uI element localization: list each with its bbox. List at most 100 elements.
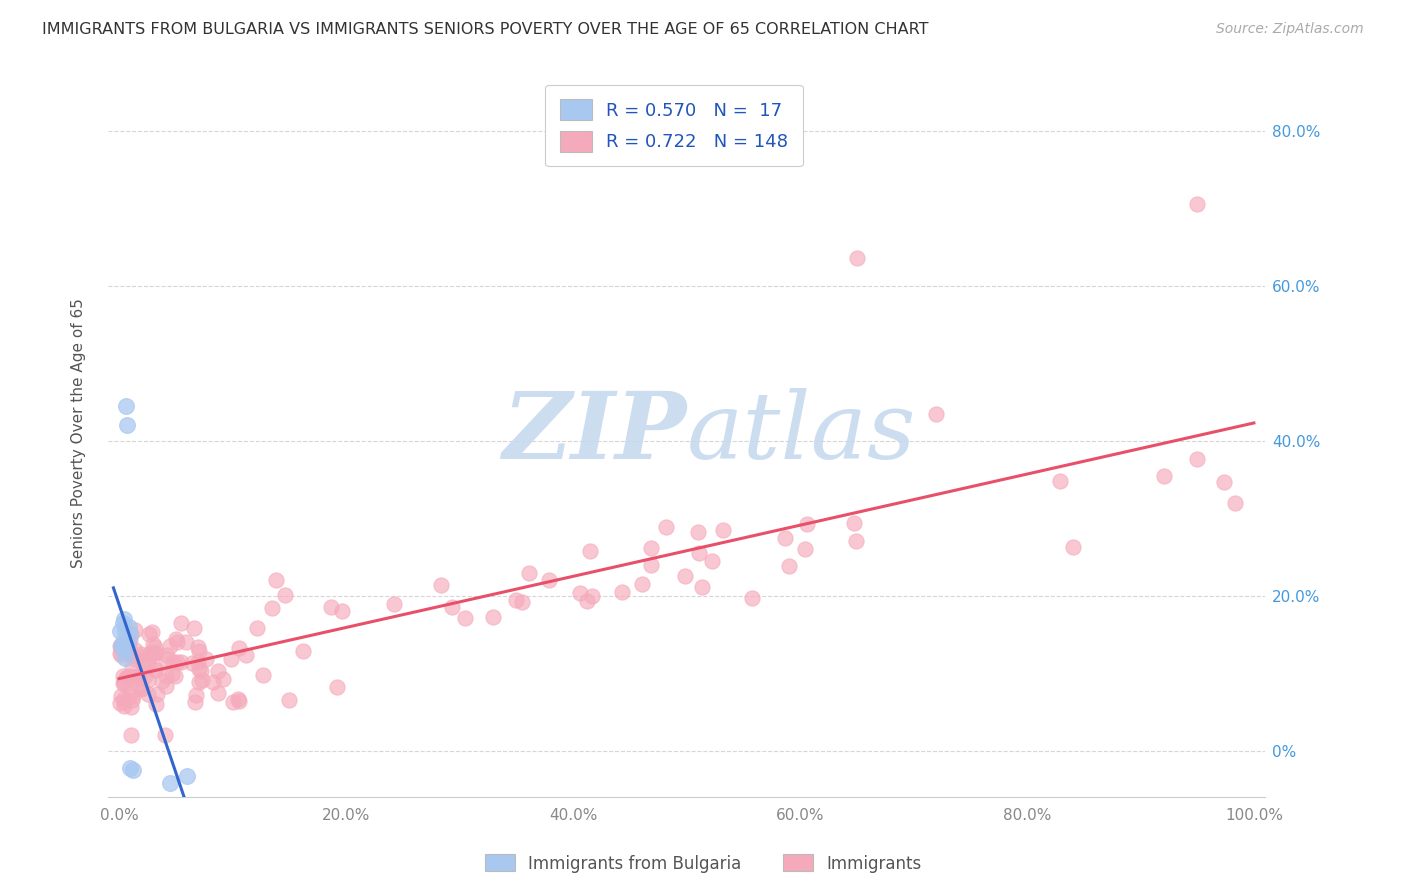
Point [454,611,477,625]
Point [115,418,138,433]
Point [122,689,145,703]
Point [155,679,177,693]
Point [112,673,135,688]
Point [166,655,188,669]
Point [925,407,948,421]
Point [1213,475,1236,490]
Point [110,641,132,656]
Point [711,523,734,537]
Point [128,679,150,693]
Point [112,643,135,657]
Point [165,632,187,647]
Point [190,673,212,687]
Point [111,675,134,690]
Point [120,627,142,641]
Text: ZIP: ZIP [502,388,686,478]
Point [110,639,132,653]
Point [143,663,166,677]
Point [124,670,146,684]
Point [110,690,132,704]
Point [120,627,142,641]
Point [143,640,166,655]
Point [121,659,143,673]
Point [170,655,193,669]
Point [482,610,505,624]
Point [510,595,533,609]
Point [581,589,603,603]
Point [118,687,141,701]
Point [124,643,146,657]
Point [132,657,155,672]
Point [845,534,868,549]
Point [1223,496,1246,510]
Text: atlas: atlas [686,388,917,478]
Point [686,525,709,540]
Point [163,669,186,683]
Point [569,586,592,600]
Point [117,635,139,649]
Point [174,634,197,648]
Point [505,592,527,607]
Point [796,516,818,531]
Point [190,665,212,679]
Point [112,612,135,626]
Point [579,543,602,558]
Point [129,647,152,661]
Point [112,699,135,714]
Point [252,667,274,681]
Point [132,653,155,667]
Point [187,662,209,676]
Point [260,601,283,615]
Point [187,640,209,654]
Point [143,646,166,660]
Point [162,666,184,681]
Point [138,627,160,641]
Point [114,624,136,638]
Point [146,687,169,701]
Point [110,639,132,653]
Point [142,637,165,651]
Point [842,516,865,530]
Point [202,675,225,690]
Point [187,674,209,689]
Point [166,635,188,649]
Point [159,776,181,790]
Point [517,566,540,580]
Point [136,657,159,672]
Point [121,763,143,777]
Point [111,669,134,683]
Point [181,656,204,670]
Point [115,671,138,685]
Point [219,652,242,666]
Point [145,698,167,712]
Point [120,761,142,775]
Point [741,591,763,606]
Point [655,520,678,534]
Point [115,670,138,684]
Point [118,620,141,634]
Text: Source: ZipAtlas.com: Source: ZipAtlas.com [1216,22,1364,37]
Point [159,639,181,653]
Point [120,668,142,682]
Point [430,577,453,591]
Point [183,621,205,635]
Point [688,546,710,560]
Point [1153,468,1175,483]
Point [138,646,160,660]
Point [141,625,163,640]
Point [1185,452,1208,467]
Point [115,399,138,413]
Point [690,580,713,594]
Point [153,728,176,742]
Point [142,647,165,661]
Point [112,677,135,691]
Point [188,644,211,658]
Text: IMMIGRANTS FROM BULGARIA VS IMMIGRANTS SENIORS POVERTY OVER THE AGE OF 65 CORREL: IMMIGRANTS FROM BULGARIA VS IMMIGRANTS S… [42,22,929,37]
Point [136,673,159,687]
Point [184,688,207,702]
Point [125,669,148,683]
Point [228,640,250,655]
Point [145,646,167,660]
Point [382,597,405,611]
Point [576,594,599,608]
